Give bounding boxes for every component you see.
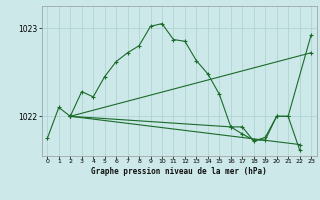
X-axis label: Graphe pression niveau de la mer (hPa): Graphe pression niveau de la mer (hPa) bbox=[91, 167, 267, 176]
